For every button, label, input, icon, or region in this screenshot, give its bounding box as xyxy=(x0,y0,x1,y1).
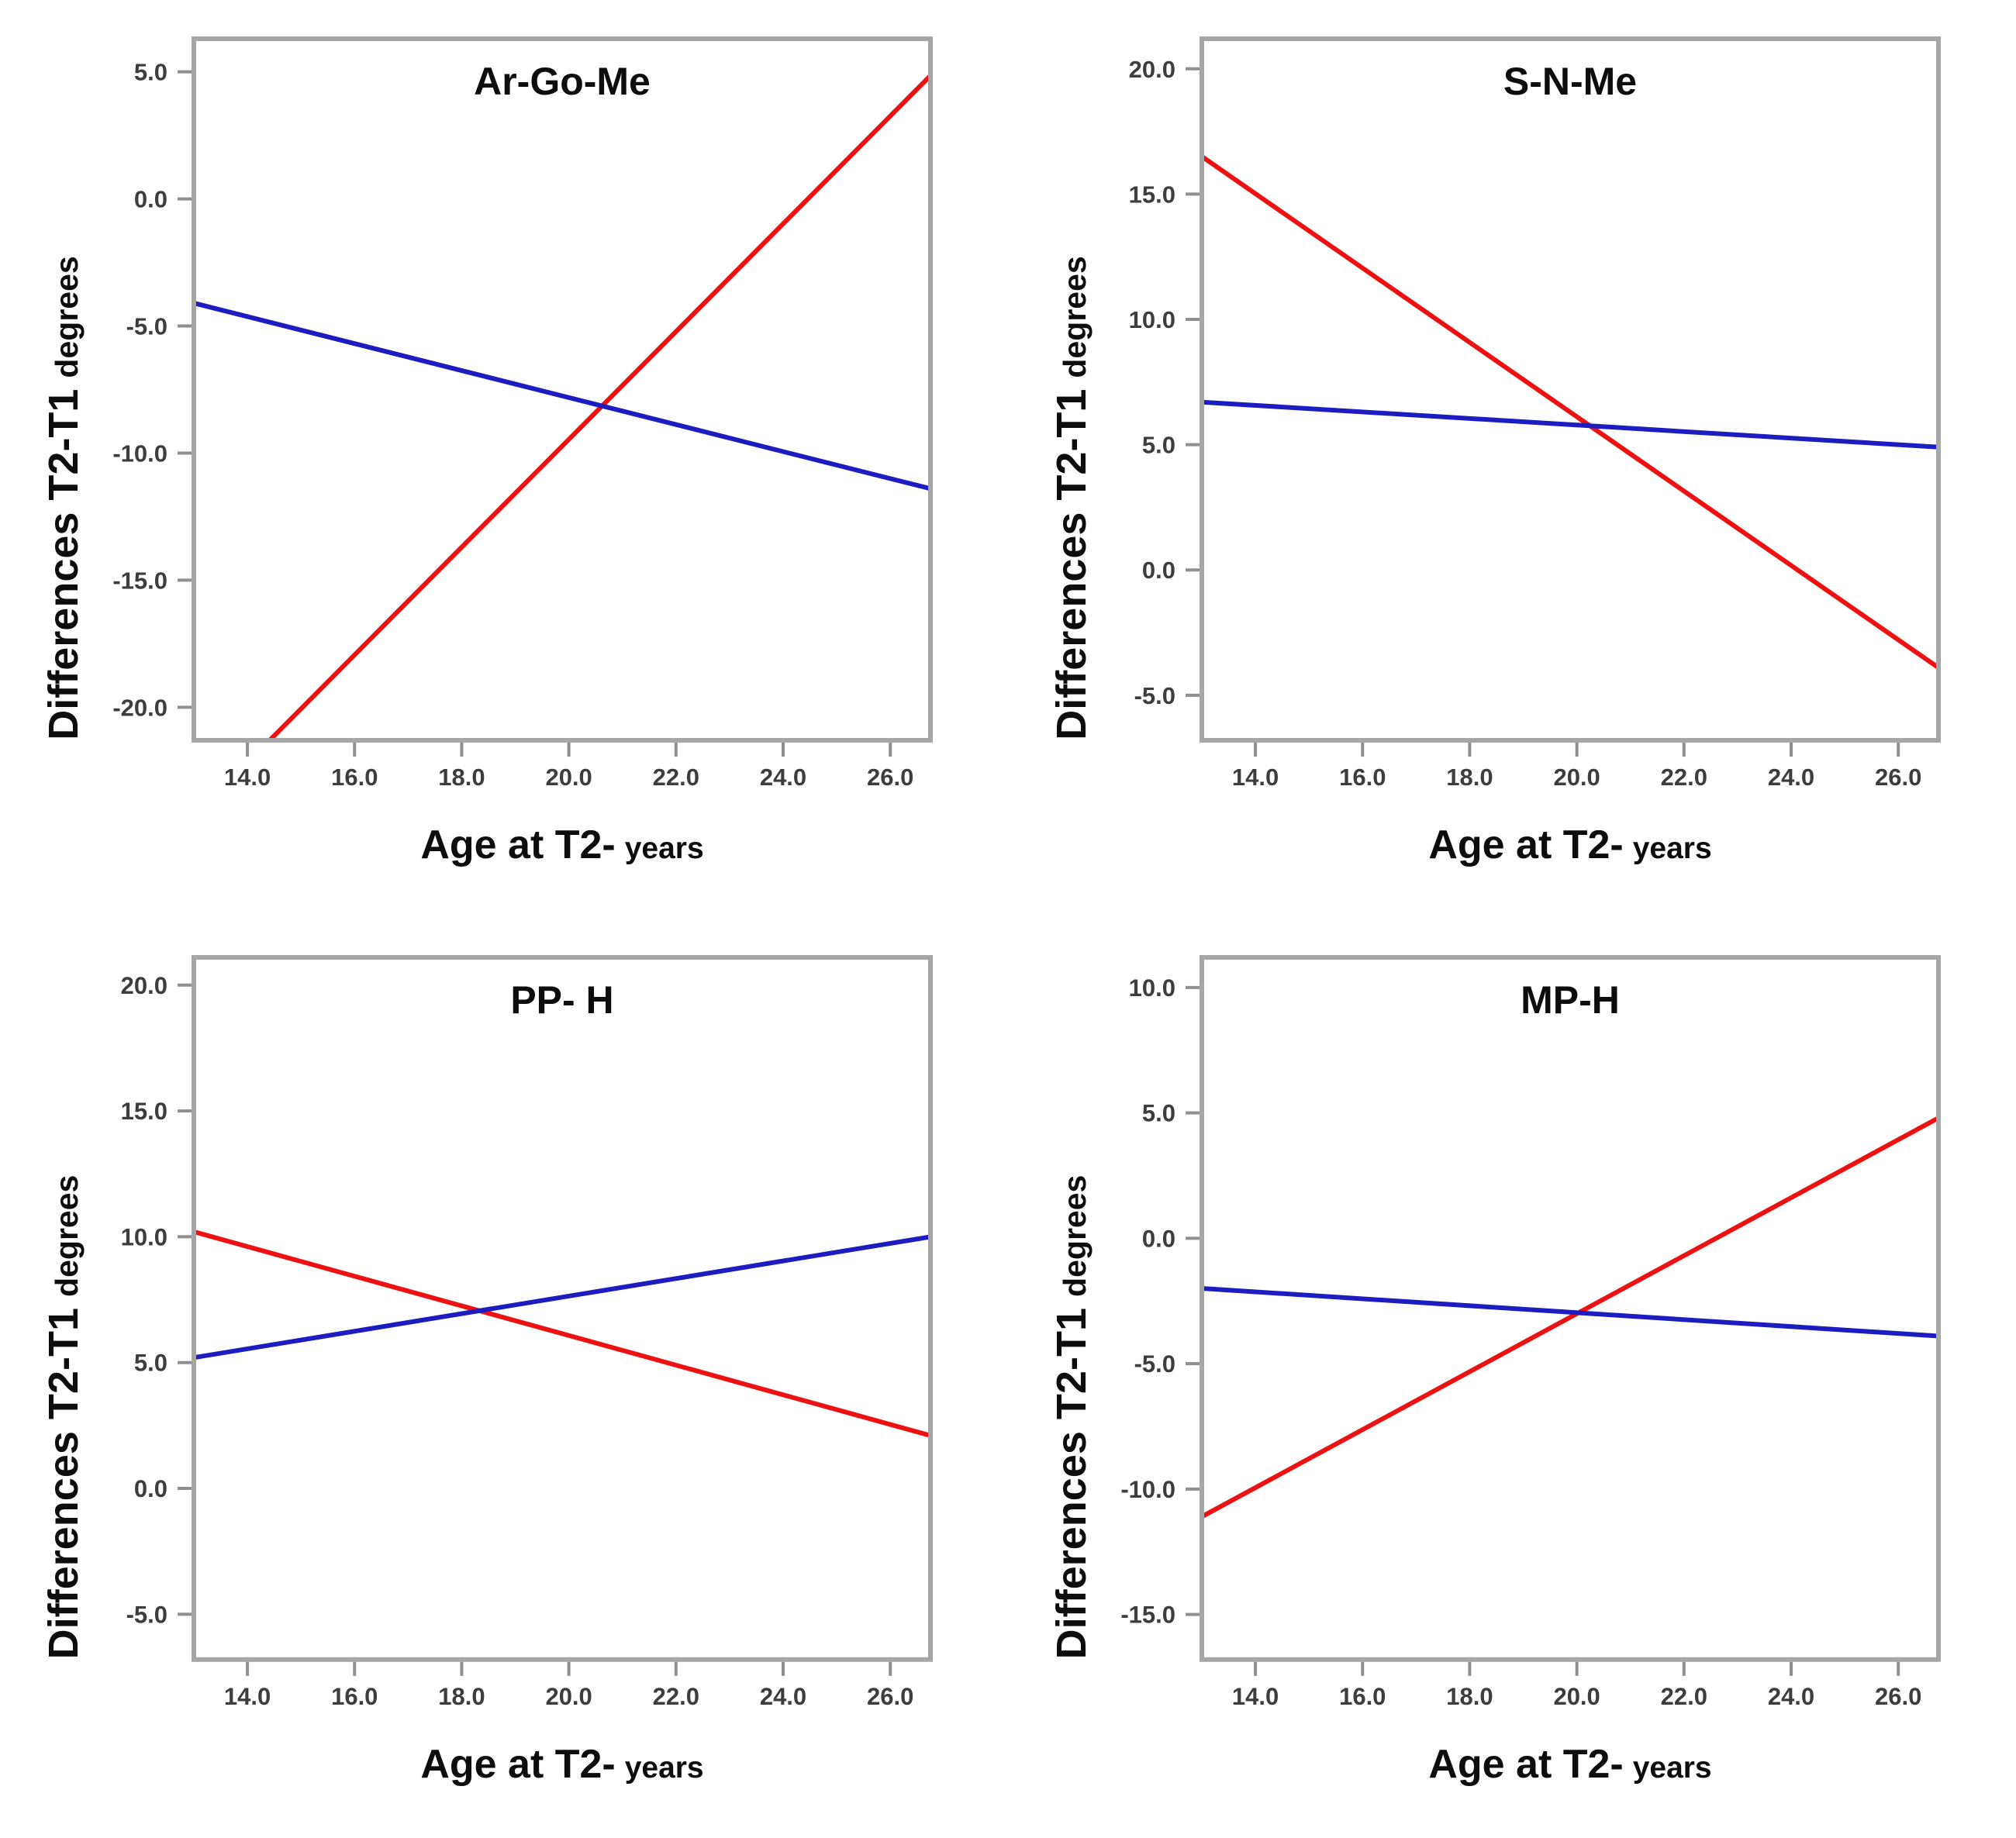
chart-title: Ar-Go-Me xyxy=(474,60,651,103)
y-tick-label: -20.0 xyxy=(112,694,167,721)
y-tick-label: 0.0 xyxy=(1142,1225,1175,1252)
x-tick-label: 16.0 xyxy=(331,764,378,791)
plot-area xyxy=(1202,957,1938,1660)
y-tick-label: -5.0 xyxy=(1134,682,1175,709)
chart-s-n-me: 14.0 16.0 18.0 20.0 22.0 24.0 26.0 20.0 15.0 10.0… xyxy=(1048,36,1941,867)
y-tick-label: -5.0 xyxy=(126,1601,167,1628)
y-tick-label: 0.0 xyxy=(1142,557,1175,584)
y-tick-label: 5.0 xyxy=(1142,1100,1175,1127)
x-tick-label: 18.0 xyxy=(438,764,485,791)
x-tick-label: 26.0 xyxy=(1875,1683,1921,1710)
x-tick-label: 16.0 xyxy=(331,1683,378,1710)
x-tick-label: 20.0 xyxy=(545,1683,592,1710)
x-tick-label: 24.0 xyxy=(760,1683,806,1710)
x-tick-label: 24.0 xyxy=(1768,1683,1814,1710)
x-tick-label: 24.0 xyxy=(760,764,806,791)
x-axis-label: Age at T2- years xyxy=(1428,1742,1711,1787)
chart-panel-pp-h: 14.0 16.0 18.0 20.0 22.0 24.0 26.0 20.0 15.0 10.0… xyxy=(0,919,1008,1838)
x-tick-label: 26.0 xyxy=(867,1683,913,1710)
y-tick-label: -15.0 xyxy=(1120,1602,1175,1629)
plot-frame xyxy=(1200,955,1941,1662)
chart-title: S-N-Me xyxy=(1503,60,1637,103)
red-regression-line xyxy=(266,74,930,740)
x-axis-label: Age at T2- years xyxy=(420,822,703,867)
y-tick-label: 5.0 xyxy=(1142,432,1175,459)
y-tick-label: -5.0 xyxy=(126,313,167,340)
y-tick-label: 10.0 xyxy=(1129,974,1175,1002)
x-tick-label: 26.0 xyxy=(867,764,913,791)
y-tick-label: 10.0 xyxy=(1129,306,1175,333)
x-tick-label: 18.0 xyxy=(1446,764,1493,791)
blue-regression-line xyxy=(1202,399,1938,450)
chart-title: PP- H xyxy=(510,978,613,1022)
red-regression-line xyxy=(194,1229,930,1438)
y-tick-label: 15.0 xyxy=(121,1098,167,1125)
plot-area xyxy=(194,957,930,1660)
chart-panel-mp-h: 14.0 16.0 18.0 20.0 22.0 24.0 26.0 10.0 5.0 0.0 -5… xyxy=(1008,919,2016,1838)
y-tick-label: 20.0 xyxy=(121,972,167,999)
y-axis-label: Differences T2-T1degrees xyxy=(1048,1175,1095,1660)
blue-regression-line xyxy=(194,1234,930,1360)
y-axis-label: Differences T2-T1degrees xyxy=(40,1175,87,1660)
y-tick-label: 5.0 xyxy=(134,59,167,86)
y-tick-label: 10.0 xyxy=(121,1223,167,1250)
x-tick-label: 24.0 xyxy=(1768,764,1814,791)
x-tick-label: 14.0 xyxy=(224,764,271,791)
x-tick-label: 16.0 xyxy=(1339,764,1386,791)
chart-ar-go-me: 14.0 16.0 18.0 20.0 22.0 24.0 26.0 5.0 0.0 -5.0 -1… xyxy=(40,36,933,867)
plot-frame xyxy=(192,955,933,1662)
x-axis-label: Age at T2- years xyxy=(1428,822,1711,867)
chart-mp-h: 14.0 16.0 18.0 20.0 22.0 24.0 26.0 10.0 5.0 0.0 -5… xyxy=(1048,955,1941,1787)
x-tick-label: 14.0 xyxy=(224,1683,271,1710)
plot-frame xyxy=(1200,36,1941,743)
x-tick-label: 20.0 xyxy=(1553,764,1600,791)
y-tick-label: 15.0 xyxy=(1129,181,1175,208)
x-tick-label: 22.0 xyxy=(653,764,699,791)
chart-panel-ar-go-me: 14.0 16.0 18.0 20.0 22.0 24.0 26.0 5.0 0.0 -5.0 -1… xyxy=(0,0,1008,919)
y-axis-label: Differences T2-T1degrees xyxy=(40,256,87,740)
plot-area xyxy=(194,39,930,740)
x-tick-label: 18.0 xyxy=(1446,1683,1493,1710)
x-tick-label: 20.0 xyxy=(1553,1683,1600,1710)
blue-regression-line xyxy=(194,301,930,491)
x-tick-label: 14.0 xyxy=(1232,764,1279,791)
y-tick-label: -5.0 xyxy=(1134,1350,1175,1378)
x-tick-label: 22.0 xyxy=(653,1683,699,1710)
x-tick-label: 22.0 xyxy=(1661,764,1707,791)
red-regression-line xyxy=(1202,1116,1938,1519)
x-axis-label: Age at T2- years xyxy=(420,1742,703,1787)
x-tick-label: 14.0 xyxy=(1232,1683,1279,1710)
plot-frame xyxy=(192,36,933,743)
y-tick-label: -15.0 xyxy=(112,567,167,594)
x-tick-label: 26.0 xyxy=(1875,764,1921,791)
y-tick-label: -10.0 xyxy=(112,440,167,467)
y-tick-label: 0.0 xyxy=(134,1475,167,1502)
chart-title: MP-H xyxy=(1521,978,1620,1022)
red-regression-line xyxy=(1202,154,1938,670)
plot-area xyxy=(1202,39,1938,740)
y-tick-label: 0.0 xyxy=(134,186,167,213)
y-tick-label: 5.0 xyxy=(134,1350,167,1377)
chart-panel-s-n-me: 14.0 16.0 18.0 20.0 22.0 24.0 26.0 20.0 15.0 10.0… xyxy=(1008,0,2016,919)
x-tick-label: 18.0 xyxy=(438,1683,485,1710)
x-tick-label: 22.0 xyxy=(1661,1683,1707,1710)
y-tick-label: -10.0 xyxy=(1120,1476,1175,1503)
blue-regression-line xyxy=(1202,1286,1938,1339)
y-tick-label: 20.0 xyxy=(1129,56,1175,83)
y-axis-label: Differences T2-T1degrees xyxy=(1048,256,1095,740)
x-tick-label: 20.0 xyxy=(545,764,592,791)
chart-pp-h: 14.0 16.0 18.0 20.0 22.0 24.0 26.0 20.0 15.0 10.0… xyxy=(40,955,933,1787)
x-tick-label: 16.0 xyxy=(1339,1683,1386,1710)
